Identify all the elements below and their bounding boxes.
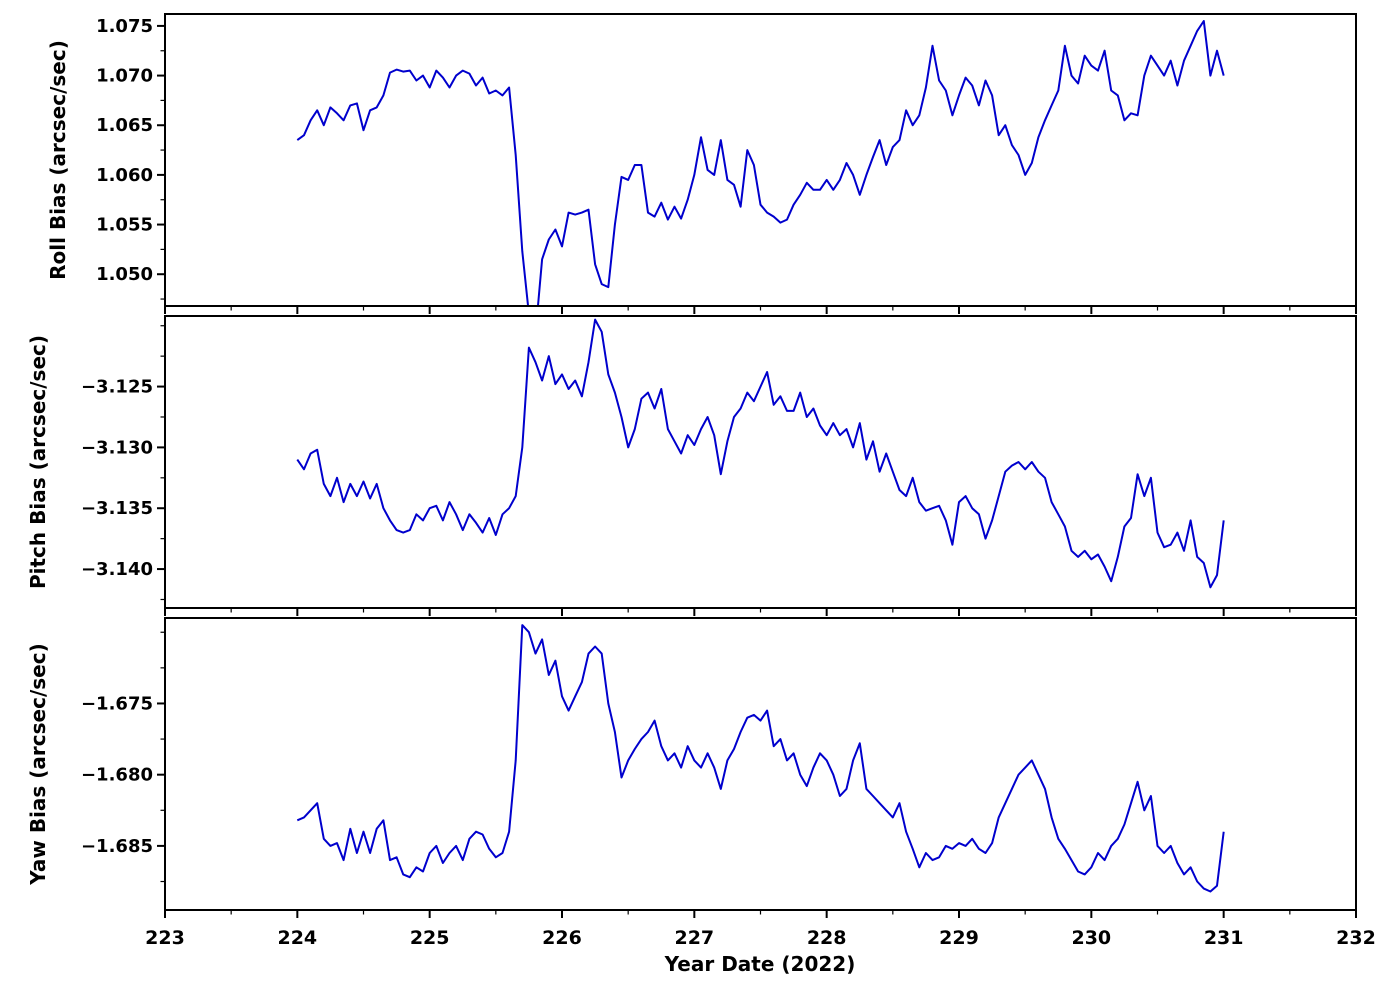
x-tick-label: 230 [1071, 927, 1111, 949]
pitch-bias-line [296, 318, 1225, 589]
x-tick-label: 229 [939, 927, 979, 949]
x-tick-label: 232 [1336, 927, 1376, 949]
x-tick-label: 227 [674, 927, 714, 949]
roll-bias-ytick-label: 1.050 [96, 264, 153, 285]
roll-bias-ytick-label: 1.060 [96, 165, 153, 186]
yaw-bias-ytick-label: −1.685 [81, 836, 153, 857]
x-tick-label: 224 [277, 927, 317, 949]
roll-y-axis-title: Roll Bias (arcsec/sec) [46, 40, 70, 280]
roll-bias-frame [164, 13, 1357, 307]
yaw-bias-plot: −1.685 −1.680 −1.675 223 224 225 226 227 228 229 2… [81, 617, 1376, 949]
roll-bias-line [296, 20, 1225, 306]
x-tick-label: 223 [145, 927, 185, 949]
x-tick-label: 225 [410, 927, 450, 949]
yaw-bias-ytick-label: −1.675 [81, 693, 153, 714]
pitch-bias-ytick-label: −3.125 [81, 377, 153, 398]
pitch-bias-ytick-label: −3.130 [81, 437, 153, 458]
pitch-bias-frame [164, 315, 1357, 609]
yaw-y-axis-title: Yaw Bias (arcsec/sec) [26, 643, 50, 885]
x-tick-label: 228 [807, 927, 847, 949]
roll-bias-ytick-label: 1.075 [96, 16, 153, 37]
roll-bias-plot: 1.050 1.055 1.060 1.065 1.070 1.075 [96, 13, 1357, 314]
x-axis-title: Year Date (2022) [664, 952, 856, 976]
roll-bias-ytick-label: 1.065 [96, 115, 153, 136]
yaw-bias-line [296, 624, 1225, 893]
pitch-bias-ytick-label: −3.140 [81, 559, 153, 580]
yaw-bias-ytick-label: −1.680 [81, 765, 153, 786]
roll-bias-ytick-label: 1.055 [96, 215, 153, 236]
yaw-bias-frame [164, 617, 1357, 911]
x-tick-label: 226 [542, 927, 582, 949]
roll-bias-ytick-label: 1.070 [96, 66, 153, 87]
pitch-y-axis-title: Pitch Bias (arcsec/sec) [26, 334, 50, 590]
x-tick-label: 231 [1204, 927, 1244, 949]
pitch-bias-plot: −3.140 −3.135 −3.130 −3.125 [81, 315, 1357, 616]
pitch-bias-ytick-label: −3.135 [81, 498, 153, 519]
